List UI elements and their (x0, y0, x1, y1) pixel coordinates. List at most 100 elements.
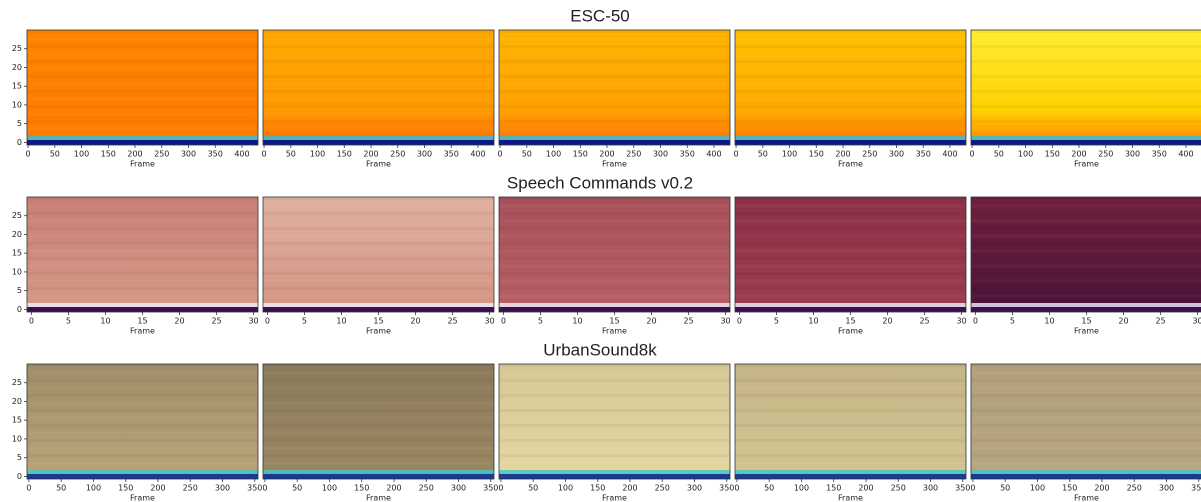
y-tick-label: 5 (17, 286, 22, 295)
band (499, 120, 730, 123)
band (735, 68, 966, 71)
band (971, 265, 1201, 268)
band (499, 424, 730, 427)
x-tick-label: 300 (215, 484, 230, 493)
low-band (263, 307, 494, 312)
band (499, 60, 730, 63)
low-band (27, 136, 258, 140)
x-tick-label: 30 (1192, 317, 1201, 326)
band (263, 265, 494, 268)
band (263, 113, 494, 116)
band (971, 287, 1201, 290)
low-band (499, 140, 730, 145)
x-tick-label: 0 (737, 317, 742, 326)
low-band (27, 470, 258, 474)
band (263, 424, 494, 427)
x-tick-label: 250 (1127, 484, 1142, 493)
x-tick-label: 350 (719, 484, 734, 493)
x-tick-label: 50 (56, 484, 66, 493)
row-title: Speech Commands v0.2 (507, 173, 693, 192)
x-tick-label: 350 (916, 150, 931, 159)
band (735, 272, 966, 275)
x-tick-label: 15 (373, 317, 383, 326)
band (263, 212, 494, 215)
y-tick-label: 15 (12, 82, 22, 91)
x-tick-label: 15 (137, 317, 147, 326)
x-tick-label: 200 (150, 484, 165, 493)
band (263, 205, 494, 208)
band (499, 265, 730, 268)
y-tick-label: 25 (12, 378, 22, 387)
x-label: Frame (130, 327, 155, 336)
x-tick-label: 150 (101, 150, 116, 159)
x-tick-label: 50 (50, 150, 60, 159)
x-tick-label: 100 (310, 150, 325, 159)
band (971, 38, 1201, 41)
x-tick-label: 30 (956, 317, 966, 326)
band (971, 75, 1201, 78)
x-tick-label: 100 (86, 484, 101, 493)
band (27, 272, 258, 275)
band (499, 38, 730, 41)
band (971, 387, 1201, 390)
x-tick-label: 5 (538, 317, 543, 326)
x-tick-label: 150 (573, 150, 588, 159)
x-tick-label: 5 (774, 317, 779, 326)
band (263, 250, 494, 253)
x-tick-label: 200 (835, 150, 850, 159)
x-tick-label: 50 (522, 150, 532, 159)
band (499, 454, 730, 457)
band (499, 197, 730, 200)
band (735, 98, 966, 101)
band (971, 90, 1201, 93)
band (971, 257, 1201, 260)
band (499, 235, 730, 238)
band (263, 257, 494, 260)
band (971, 53, 1201, 56)
row-title: ESC-50 (570, 6, 630, 25)
x-tick-label: 20 (882, 317, 892, 326)
band (735, 113, 966, 116)
low-band (27, 307, 258, 312)
band (27, 257, 258, 260)
band (27, 280, 258, 283)
band (971, 128, 1201, 131)
band (263, 90, 494, 93)
band (263, 364, 494, 367)
x-tick-label: 0 (29, 317, 34, 326)
band (263, 272, 494, 275)
low-band (735, 474, 966, 479)
y-tick-label: 15 (12, 249, 22, 258)
x-tick-label: 100 (74, 150, 89, 159)
x-tick-label: 50 (1000, 484, 1010, 493)
band (971, 379, 1201, 382)
band (499, 53, 730, 56)
band (735, 432, 966, 435)
x-tick-label: 0 (970, 484, 975, 493)
band (735, 227, 966, 230)
x-label: Frame (1074, 494, 1099, 502)
band (27, 287, 258, 290)
band (263, 439, 494, 442)
band (27, 364, 258, 367)
band (971, 227, 1201, 230)
band (971, 364, 1201, 367)
y-tick-label: 5 (17, 453, 22, 462)
band (263, 45, 494, 48)
band (263, 372, 494, 375)
x-tick-label: 30 (248, 317, 258, 326)
x-tick-label: 400 (1178, 150, 1193, 159)
band (263, 409, 494, 412)
band (263, 105, 494, 108)
band (971, 462, 1201, 465)
band (27, 197, 258, 200)
band (499, 227, 730, 230)
band (499, 447, 730, 450)
band (971, 447, 1201, 450)
band (735, 379, 966, 382)
x-tick-label: 25 (211, 317, 221, 326)
band (499, 257, 730, 260)
low-band (263, 470, 494, 474)
x-tick-label: 300 (417, 150, 432, 159)
x-tick-label: 100 (794, 484, 809, 493)
